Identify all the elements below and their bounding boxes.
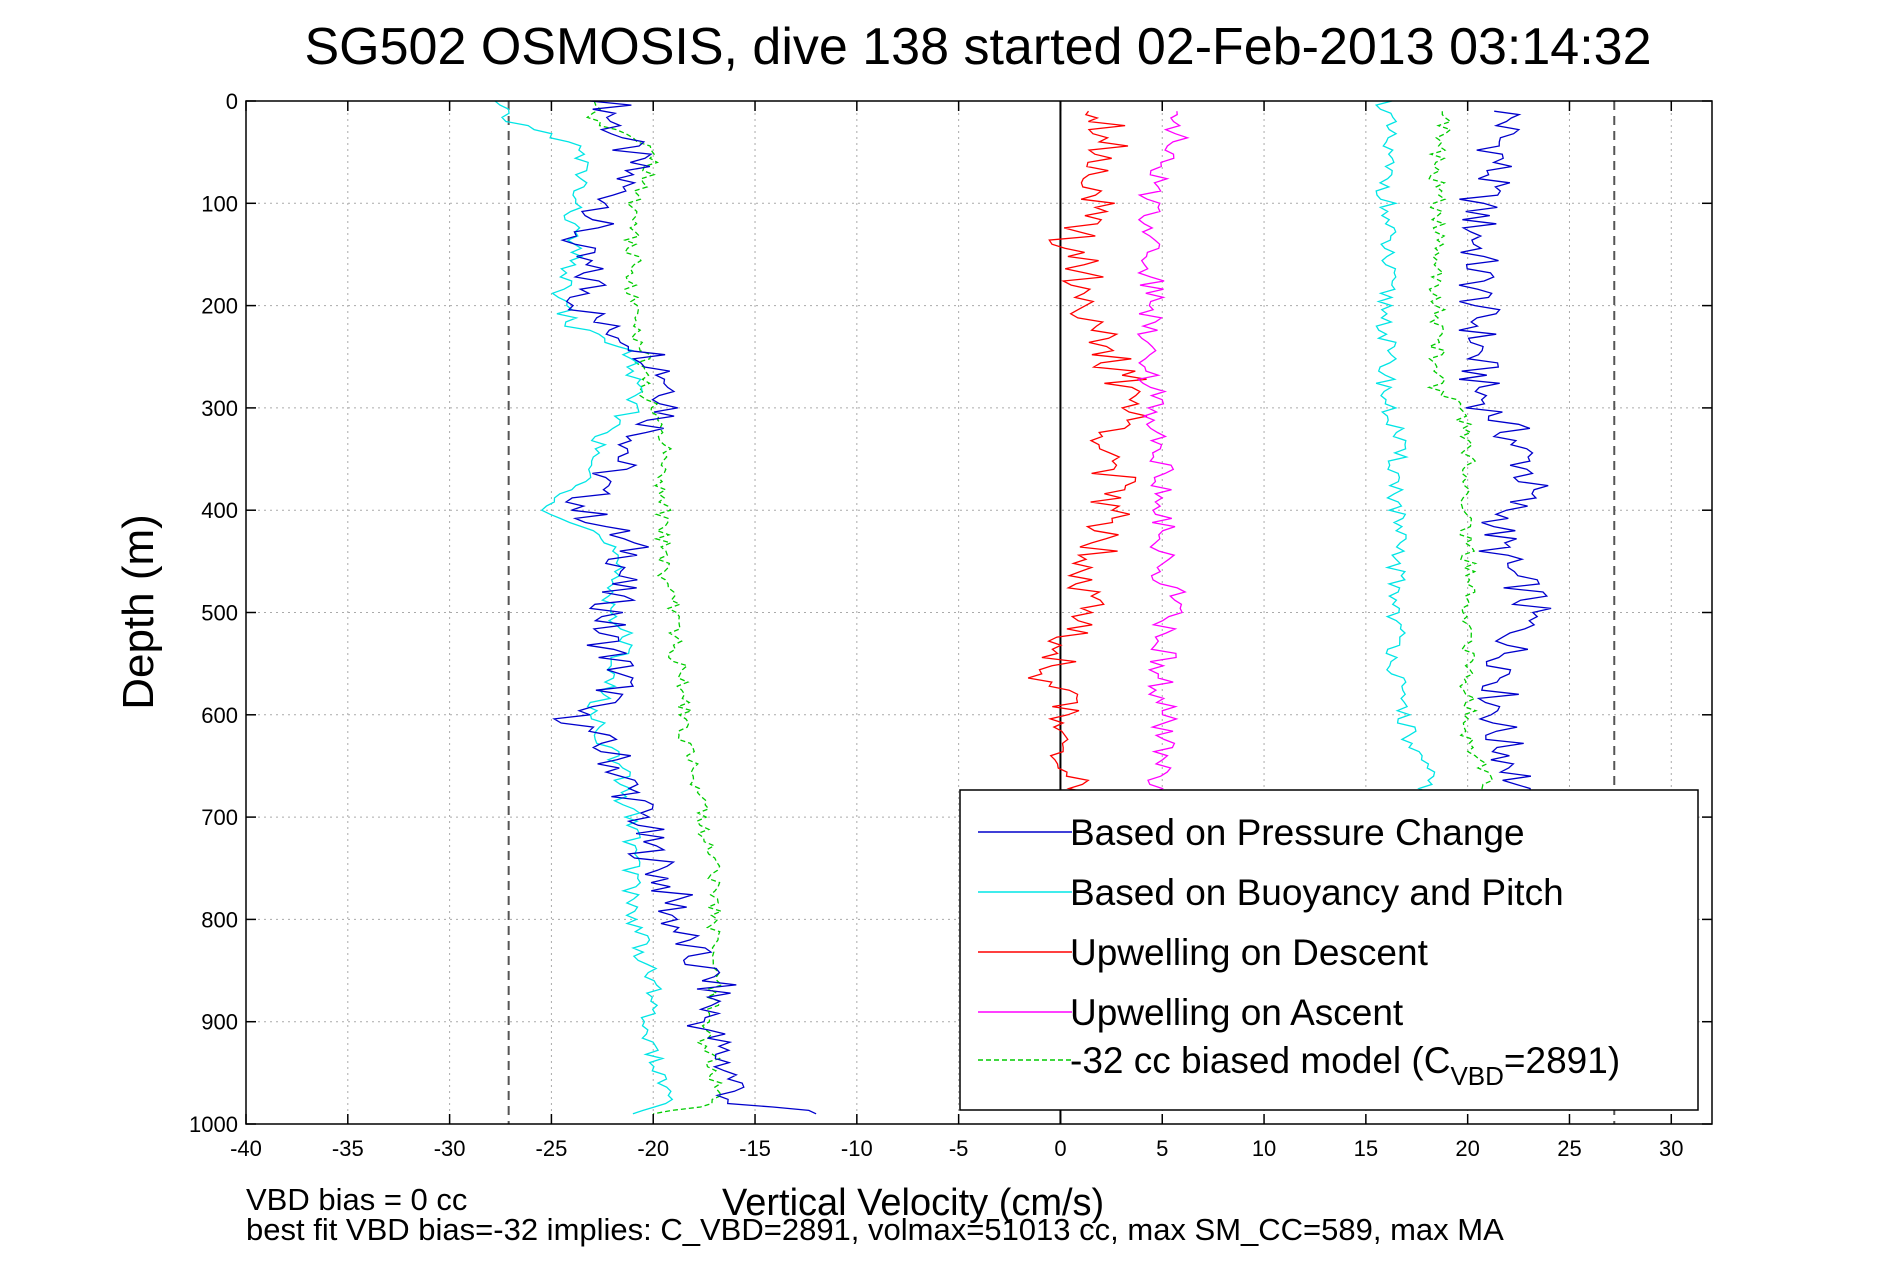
- x-tick-label: -10: [841, 1136, 873, 1161]
- series-line-2: [1027, 110, 1148, 798]
- y-tick-label: 600: [201, 703, 238, 728]
- x-tick-label: 15: [1354, 1136, 1378, 1161]
- x-tick-label: -5: [949, 1136, 969, 1161]
- x-axis-label: Vertical Velocity (cm/s): [722, 1182, 1105, 1224]
- x-tick-label: 5: [1156, 1136, 1168, 1161]
- y-tick-label: 500: [201, 601, 238, 626]
- x-tick-label: 0: [1054, 1136, 1066, 1161]
- series-line-4: [1426, 111, 1494, 797]
- y-tick-label: 300: [201, 396, 238, 421]
- legend-label: Upwelling on Ascent: [1070, 992, 1404, 1033]
- footer-best-fit: best fit VBD bias=-32 implies: C_VBD=289…: [246, 1212, 1504, 1247]
- series-line-1: [1374, 100, 1436, 797]
- x-ticks: -40 -35 -30 -25 -20 -15 -10 -5 0 5 10 15 20 25 30: [230, 101, 1684, 1161]
- x-tick-label: -20: [637, 1136, 669, 1161]
- legend: Based on Pressure Change Based on Buoyanc…: [959, 789, 1699, 1111]
- series-line-0: [552, 100, 817, 1115]
- x-tick-label: 25: [1557, 1136, 1581, 1161]
- y-ticks: 0 100 200 300 400 500 600 700 800 900 1000: [189, 89, 1712, 1137]
- y-tick-label: 200: [201, 294, 238, 319]
- legend-label: Based on Pressure Change: [1070, 812, 1525, 853]
- x-tick-label: 20: [1455, 1136, 1479, 1161]
- y-tick-label: 0: [226, 89, 238, 114]
- legend-suffix: =2891): [1504, 1040, 1620, 1081]
- series-layer: [494, 100, 1552, 1115]
- y-tick-label: 700: [201, 805, 238, 830]
- y-tick-label: 800: [201, 907, 238, 932]
- y-tick-label: 900: [201, 1010, 238, 1035]
- x-tick-label: -35: [332, 1136, 364, 1161]
- y-tick-label: 1000: [189, 1112, 238, 1137]
- legend-subscript: VBD: [1450, 1061, 1503, 1091]
- x-tick-label: -40: [230, 1136, 262, 1161]
- x-tick-label: -15: [739, 1136, 771, 1161]
- series-line-0: [1458, 110, 1552, 798]
- x-tick-label: 30: [1659, 1136, 1683, 1161]
- series-line-4: [585, 100, 724, 1115]
- x-tick-label: -30: [434, 1136, 466, 1161]
- series-line-1: [494, 100, 674, 1115]
- y-tick-label: 400: [201, 498, 238, 523]
- footer-vbd-bias: VBD bias = 0 cc: [246, 1182, 468, 1217]
- y-tick-label: 100: [201, 191, 238, 216]
- chart-title: SG502 OSMOSIS, dive 138 started 02-Feb-2…: [304, 18, 1651, 76]
- x-tick-label: -25: [536, 1136, 568, 1161]
- y-axis-label: Depth (m): [114, 514, 163, 710]
- x-tick-label: 10: [1252, 1136, 1276, 1161]
- series-line-3: [1136, 111, 1190, 798]
- legend-box: [959, 789, 1699, 1111]
- legend-label: Based on Buoyancy and Pitch: [1070, 872, 1564, 913]
- legend-label: Upwelling on Descent: [1070, 932, 1429, 973]
